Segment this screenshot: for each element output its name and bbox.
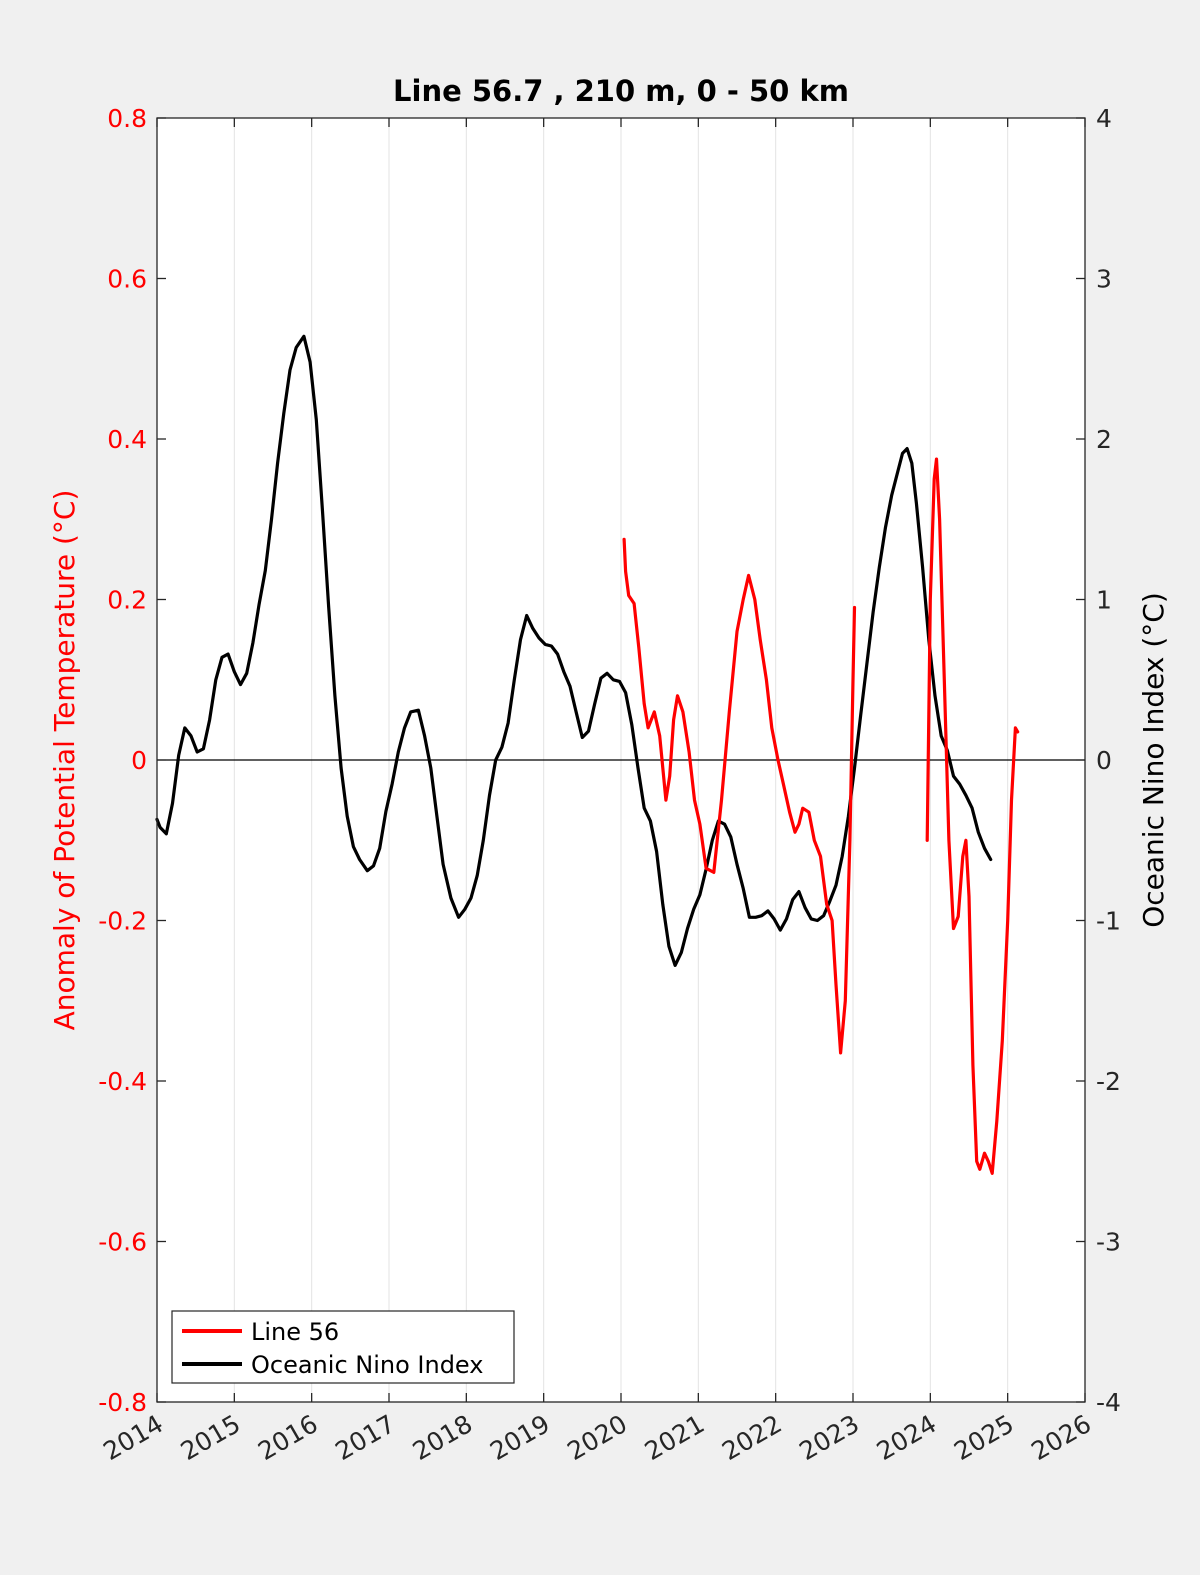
y-axis-left-label: Anomaly of Potential Temperature (°C)	[48, 490, 81, 1031]
y-right-tick-label: -2	[1096, 1067, 1121, 1096]
y-left-tick-label: 0.8	[107, 104, 147, 133]
x-tick-label: 2021	[640, 1409, 710, 1466]
x-tick-label: 2017	[330, 1409, 400, 1466]
x-tick-label: 2026	[1026, 1409, 1096, 1466]
x-tick-label: 2015	[176, 1409, 246, 1466]
axis-tick-labels: 2014 2015 2016 2017 2018 2019 2020 2021 2022 2023…	[98, 104, 1121, 1466]
y-right-tick-label: 2	[1096, 425, 1112, 454]
x-tick-label: 2016	[253, 1409, 323, 1466]
y-left-tick-label: 0	[131, 746, 147, 775]
x-tick-label: 2014	[98, 1409, 168, 1466]
y-left-tick-label: 0.2	[107, 586, 147, 615]
y-left-tick-label: -0.8	[98, 1388, 147, 1417]
x-tick-label: 2022	[717, 1409, 787, 1466]
y-right-tick-label: -3	[1096, 1228, 1121, 1257]
legend-line56-label: Line 56	[251, 1318, 339, 1346]
x-tick-label: 2023	[794, 1409, 864, 1466]
x-tick-label: 2019	[485, 1409, 555, 1466]
legend: Line 56 Oceanic Nino Index	[171, 1310, 515, 1384]
y-right-tick-label: 1	[1096, 586, 1112, 615]
y-left-tick-label: 0.6	[107, 265, 147, 294]
y-left-tick-label: -0.2	[98, 907, 147, 936]
y-right-tick-label: 0	[1096, 746, 1112, 775]
series-oni-line	[155, 334, 993, 967]
chart-title: Line 56.7 , 210 m, 0 - 50 km	[393, 74, 849, 108]
y-left-tick-label: -0.4	[98, 1067, 147, 1096]
y-left-tick-label: -0.6	[98, 1228, 147, 1257]
axis-ticks	[156, 117, 1086, 1403]
series-line56-segment-2	[925, 457, 1020, 1175]
series-layer	[155, 334, 1020, 1175]
x-tick-label: 2020	[562, 1409, 632, 1466]
x-tick-label: 2024	[872, 1409, 942, 1466]
y-right-tick-label: -1	[1096, 907, 1121, 936]
series-line56-segment-1	[622, 537, 857, 1055]
y-right-tick-label: 4	[1096, 104, 1112, 133]
legend-box	[171, 1310, 515, 1384]
y-right-tick-label: -4	[1096, 1388, 1121, 1417]
x-tick-label: 2025	[949, 1409, 1019, 1466]
y-axis-right-label: Oceanic Nino Index (°C)	[1137, 592, 1170, 928]
y-right-tick-label: 3	[1096, 265, 1112, 294]
legend-oni-label: Oceanic Nino Index	[251, 1351, 483, 1379]
x-tick-label: 2018	[408, 1409, 478, 1466]
y-left-tick-label: 0.4	[107, 425, 147, 454]
